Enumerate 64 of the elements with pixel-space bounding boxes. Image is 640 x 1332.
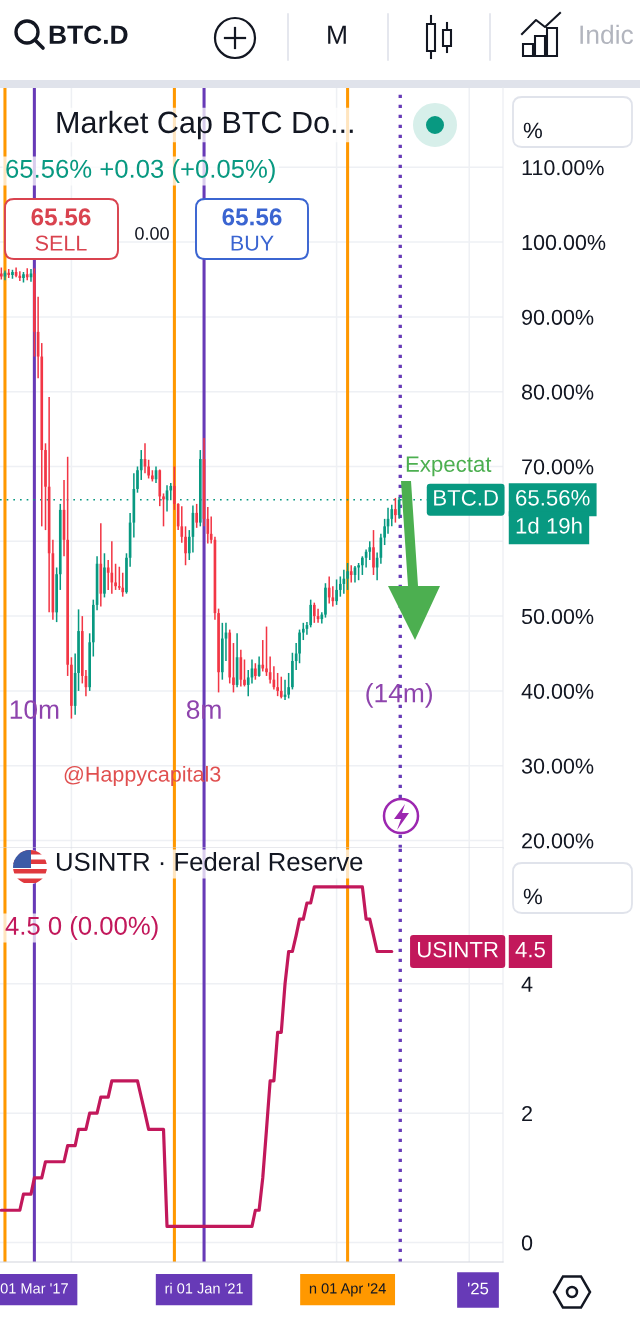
- candlestick: [25, 267, 29, 282]
- y-tick-label: 40.00%: [521, 683, 594, 699]
- y-tick-label: 0: [521, 1235, 533, 1251]
- candlestick: [279, 675, 283, 700]
- annotation: 65.56: [222, 208, 282, 226]
- text: Indic: [580, 24, 634, 45]
- x-tick-label: 01 Mar '17: [0, 1283, 68, 1294]
- text: Market Cap BTC Do...: [57, 110, 353, 140]
- candlestick: [70, 656, 73, 720]
- annotation: Expectat: [406, 456, 492, 477]
- x-tick-label: n 01 Apr '24: [309, 1283, 386, 1297]
- text: BTC.D: [49, 25, 128, 45]
- chart-title: USINTR · Federal Reserve: [56, 852, 363, 871]
- text: 4.5 0 (0.00%): [5, 916, 158, 940]
- annotation: SELL: [35, 235, 87, 251]
- text: 65.56%: [516, 489, 590, 506]
- y-tick-label: 2: [522, 1105, 532, 1122]
- annotation: (14m): [366, 683, 432, 708]
- candlestick: [232, 642, 235, 694]
- candlestick: [151, 469, 154, 483]
- y-axis-title: %: [523, 888, 542, 905]
- y-axis-title: %: [523, 122, 542, 139]
- annotation: BUY: [231, 235, 274, 251]
- candlestick: [55, 566, 58, 623]
- y-tick-label: 20.00%: [522, 833, 594, 849]
- candlestick: [327, 575, 331, 605]
- ref-line-label: BTC.D: [434, 489, 498, 506]
- candlestick: [103, 552, 106, 599]
- text: 1d 19h: [516, 517, 582, 534]
- candlestick: [261, 639, 265, 673]
- candlestick: [221, 622, 224, 681]
- y-tick-label: 100.00%: [522, 234, 606, 251]
- candlestick: [88, 632, 92, 692]
- annotation: 0.00: [135, 227, 169, 240]
- candlestick: [372, 529, 375, 576]
- candlestick: [121, 571, 125, 598]
- y-tick-label: 110.00%: [522, 160, 604, 176]
- candlestick: [66, 456, 69, 677]
- candlestick: [346, 562, 349, 591]
- text: '25: [467, 1282, 489, 1295]
- annotation: 65.56: [31, 208, 91, 226]
- legend-label: USINTR: [418, 941, 498, 958]
- candlestick: [11, 269, 14, 280]
- candlestick: [357, 562, 360, 581]
- y-tick-label: 80.00%: [521, 384, 594, 400]
- candlestick: [335, 578, 338, 606]
- candlestick: [287, 672, 290, 700]
- candlestick: [195, 503, 198, 529]
- candlestick: [22, 271, 25, 284]
- text: 65.56% +0.03 (+0.05%): [6, 159, 275, 183]
- candlestick: [0, 266, 3, 281]
- text: M: [328, 25, 346, 44]
- y-tick-label: 90.00%: [522, 309, 594, 325]
- y-tick-label: 50.00%: [521, 608, 594, 625]
- x-tick-label: ri 01 Jan '21: [165, 1282, 243, 1294]
- candlestick: [312, 601, 316, 624]
- y-tick-label: 70.00%: [522, 459, 594, 475]
- y-tick-label: 4: [521, 976, 533, 992]
- text: 4.5: [515, 941, 545, 958]
- y-tick-label: 30.00%: [521, 758, 594, 774]
- candlestick: [394, 497, 397, 524]
- candlestick: [254, 662, 257, 681]
- line-series: [0, 885, 394, 1229]
- candlestick: [349, 564, 353, 584]
